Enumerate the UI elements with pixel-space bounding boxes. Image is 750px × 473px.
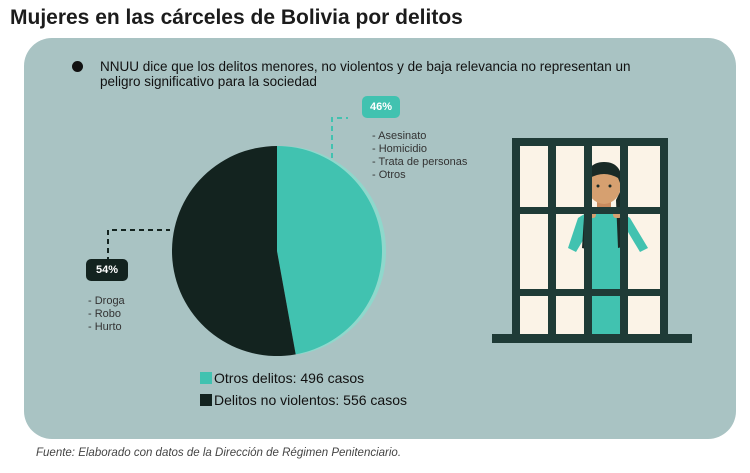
badge-no-violentos: 54%: [86, 259, 128, 281]
legend-item-no-violentos: Delitos no violentos: 556 casos: [200, 392, 407, 408]
list-item: - Homicidio: [372, 143, 428, 155]
list-item: - Otros: [372, 169, 406, 181]
source-note: Fuente: Elaborado con datos de la Direcc…: [36, 447, 402, 459]
list-otros: - Asesinato - Homicidio - Trata de perso…: [372, 130, 467, 182]
note-text: NNUU dice que los delitos menores, no vi…: [100, 59, 631, 89]
badge-otros: 46%: [362, 96, 400, 118]
list-no-violentos: - Droga - Robo - Hurto: [88, 295, 125, 334]
leader-line-no-violentos: [107, 229, 170, 262]
list-item: - Hurto: [88, 321, 122, 333]
legend-label: Delitos no violentos: 556 casos: [214, 392, 407, 408]
legend-label: Otros delitos: 496 casos: [214, 370, 365, 386]
list-item: - Robo: [88, 308, 122, 320]
bullet-icon: [72, 61, 83, 72]
list-item: - Droga: [88, 295, 125, 307]
leader-line-otros: [331, 117, 348, 158]
pie-chart: [172, 146, 387, 356]
legend-swatch: [200, 394, 212, 406]
legend-item-otros: Otros delitos: 496 casos: [200, 370, 364, 386]
prisoner-illustration: [492, 138, 692, 343]
page-title: Mujeres en las cárceles de Bolivia por d…: [10, 6, 463, 29]
list-item: - Asesinato: [372, 130, 427, 142]
pie-slice-no-violentos: [172, 146, 296, 356]
pie-slice-otros: [277, 146, 383, 355]
legend-swatch: [200, 372, 212, 384]
list-item: - Trata de personas: [372, 156, 468, 168]
